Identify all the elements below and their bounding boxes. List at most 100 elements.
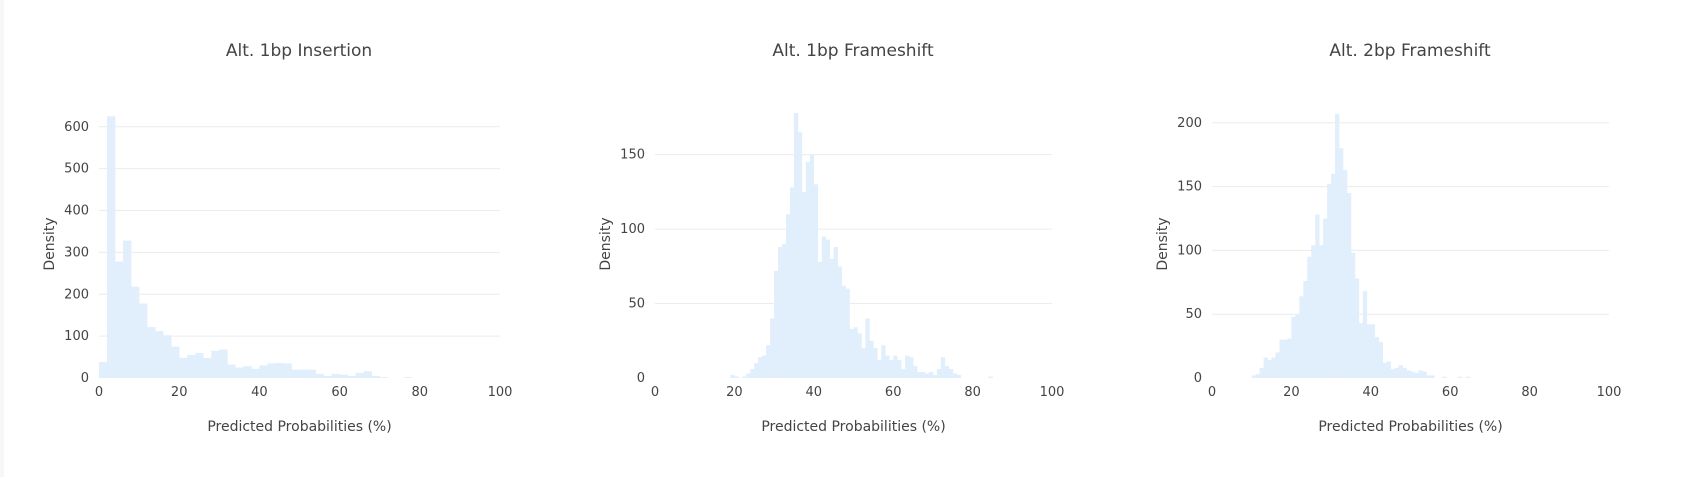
histogram-bar[interactable] <box>754 363 759 378</box>
histogram-bar[interactable] <box>307 369 316 378</box>
histogram-bar[interactable] <box>762 355 767 378</box>
histogram-bar[interactable] <box>829 258 834 378</box>
histogram-bar[interactable] <box>766 345 771 378</box>
histogram-bar[interactable] <box>885 355 890 378</box>
histogram-bar[interactable] <box>1394 367 1399 378</box>
histogram-bar[interactable] <box>179 357 188 378</box>
histogram-bar[interactable] <box>363 371 372 378</box>
histogram-bar[interactable] <box>1410 371 1415 378</box>
histogram-bar[interactable] <box>243 366 252 378</box>
histogram-bar[interactable] <box>909 357 914 378</box>
histogram-bar[interactable] <box>1279 339 1284 378</box>
histogram-bar[interactable] <box>1255 374 1260 378</box>
histogram-bar[interactable] <box>1263 357 1268 378</box>
histogram-bar[interactable] <box>889 360 894 378</box>
histogram-bar[interactable] <box>853 327 858 378</box>
histogram-bar[interactable] <box>758 357 763 378</box>
histogram-bar[interactable] <box>155 331 164 378</box>
histogram-bar[interactable] <box>1299 296 1304 378</box>
histogram-bar[interactable] <box>877 360 882 378</box>
histogram-bar[interactable] <box>323 375 332 378</box>
histogram-bar[interactable] <box>139 303 148 378</box>
histogram-bar[interactable] <box>1315 214 1320 378</box>
histogram-bar[interactable] <box>793 112 799 378</box>
histogram-bar[interactable] <box>163 335 172 378</box>
histogram-bar[interactable] <box>928 372 934 378</box>
histogram-bar[interactable] <box>920 372 926 378</box>
histogram-bar[interactable] <box>770 318 775 378</box>
histogram-bar[interactable] <box>897 360 902 378</box>
histogram-bar[interactable] <box>99 362 108 378</box>
histogram-bar[interactable] <box>948 369 954 378</box>
histogram-bar[interactable] <box>299 369 308 378</box>
histogram-bar[interactable] <box>750 369 755 378</box>
histogram-bar[interactable] <box>355 372 364 378</box>
histogram-bar[interactable] <box>1291 316 1296 378</box>
histogram-bar[interactable] <box>873 348 878 378</box>
histogram-bar[interactable] <box>789 187 795 378</box>
histogram-bar[interactable] <box>1339 148 1344 378</box>
histogram-bar[interactable] <box>1370 324 1376 378</box>
histogram-bar[interactable] <box>821 236 827 378</box>
histogram-bar[interactable] <box>123 240 132 378</box>
histogram-bar[interactable] <box>1271 357 1276 378</box>
histogram-bar[interactable] <box>809 154 815 378</box>
histogram-bar[interactable] <box>275 362 284 378</box>
histogram-bar[interactable] <box>1295 314 1300 378</box>
histogram-bar[interactable] <box>841 285 846 378</box>
histogram-bar[interactable] <box>1303 281 1308 378</box>
histogram-bar[interactable] <box>1386 361 1391 378</box>
histogram-bar[interactable] <box>115 261 124 378</box>
histogram-bar[interactable] <box>786 214 791 378</box>
histogram-bar[interactable] <box>235 367 244 378</box>
histogram-bar[interactable] <box>837 266 842 378</box>
histogram-bar[interactable] <box>1374 337 1380 378</box>
histogram-bar[interactable] <box>1287 338 1292 378</box>
histogram-bar[interactable] <box>1267 360 1272 378</box>
histogram-bar[interactable] <box>1346 192 1352 378</box>
histogram-bar[interactable] <box>778 246 783 378</box>
histogram-bar[interactable] <box>347 375 356 378</box>
histogram-bar[interactable] <box>331 373 340 378</box>
histogram-bar[interactable] <box>924 373 930 378</box>
histogram-bar[interactable] <box>932 375 938 378</box>
histogram-bar[interactable] <box>1350 252 1356 378</box>
histogram-bar[interactable] <box>1426 375 1431 378</box>
histogram-bar[interactable] <box>1398 365 1403 378</box>
histogram-bar[interactable] <box>845 288 850 378</box>
histogram-bar[interactable] <box>1418 370 1423 378</box>
histogram-bar[interactable] <box>817 261 823 378</box>
histogram-bar[interactable] <box>1327 184 1332 378</box>
histogram-bar[interactable] <box>881 345 886 378</box>
histogram-bar[interactable] <box>901 369 906 378</box>
histogram-bar[interactable] <box>956 375 961 378</box>
histogram-bar[interactable] <box>797 132 803 378</box>
histogram-bar[interactable] <box>211 350 220 378</box>
histogram-bar[interactable] <box>251 368 260 378</box>
histogram-bar[interactable] <box>893 355 898 378</box>
histogram-bar[interactable] <box>1311 245 1316 378</box>
histogram-bar[interactable] <box>746 373 751 378</box>
histogram-bar[interactable] <box>227 364 236 378</box>
histogram-bar[interactable] <box>805 162 811 378</box>
histogram-bar[interactable] <box>988 376 993 378</box>
histogram-bar[interactable] <box>131 286 140 378</box>
histogram-bar[interactable] <box>825 239 830 378</box>
histogram-bar[interactable] <box>339 374 348 378</box>
histogram-bar[interactable] <box>1307 256 1312 378</box>
histogram-bar[interactable] <box>1430 375 1435 378</box>
histogram-bar[interactable] <box>1275 352 1280 378</box>
histogram-bar[interactable] <box>171 346 180 378</box>
histogram-bar[interactable] <box>782 244 787 378</box>
histogram-bar[interactable] <box>283 363 292 378</box>
histogram-bar[interactable] <box>1390 369 1395 378</box>
histogram-bar[interactable] <box>147 326 156 378</box>
histogram-bar[interactable] <box>936 369 942 378</box>
histogram-bar[interactable] <box>291 369 300 378</box>
histogram-bar[interactable] <box>742 376 747 378</box>
histogram-bar[interactable] <box>107 116 116 378</box>
histogram-bar[interactable] <box>1354 278 1360 378</box>
histogram-bar[interactable] <box>403 377 413 378</box>
histogram-bar[interactable] <box>203 357 212 378</box>
histogram-bar[interactable] <box>1343 169 1348 378</box>
